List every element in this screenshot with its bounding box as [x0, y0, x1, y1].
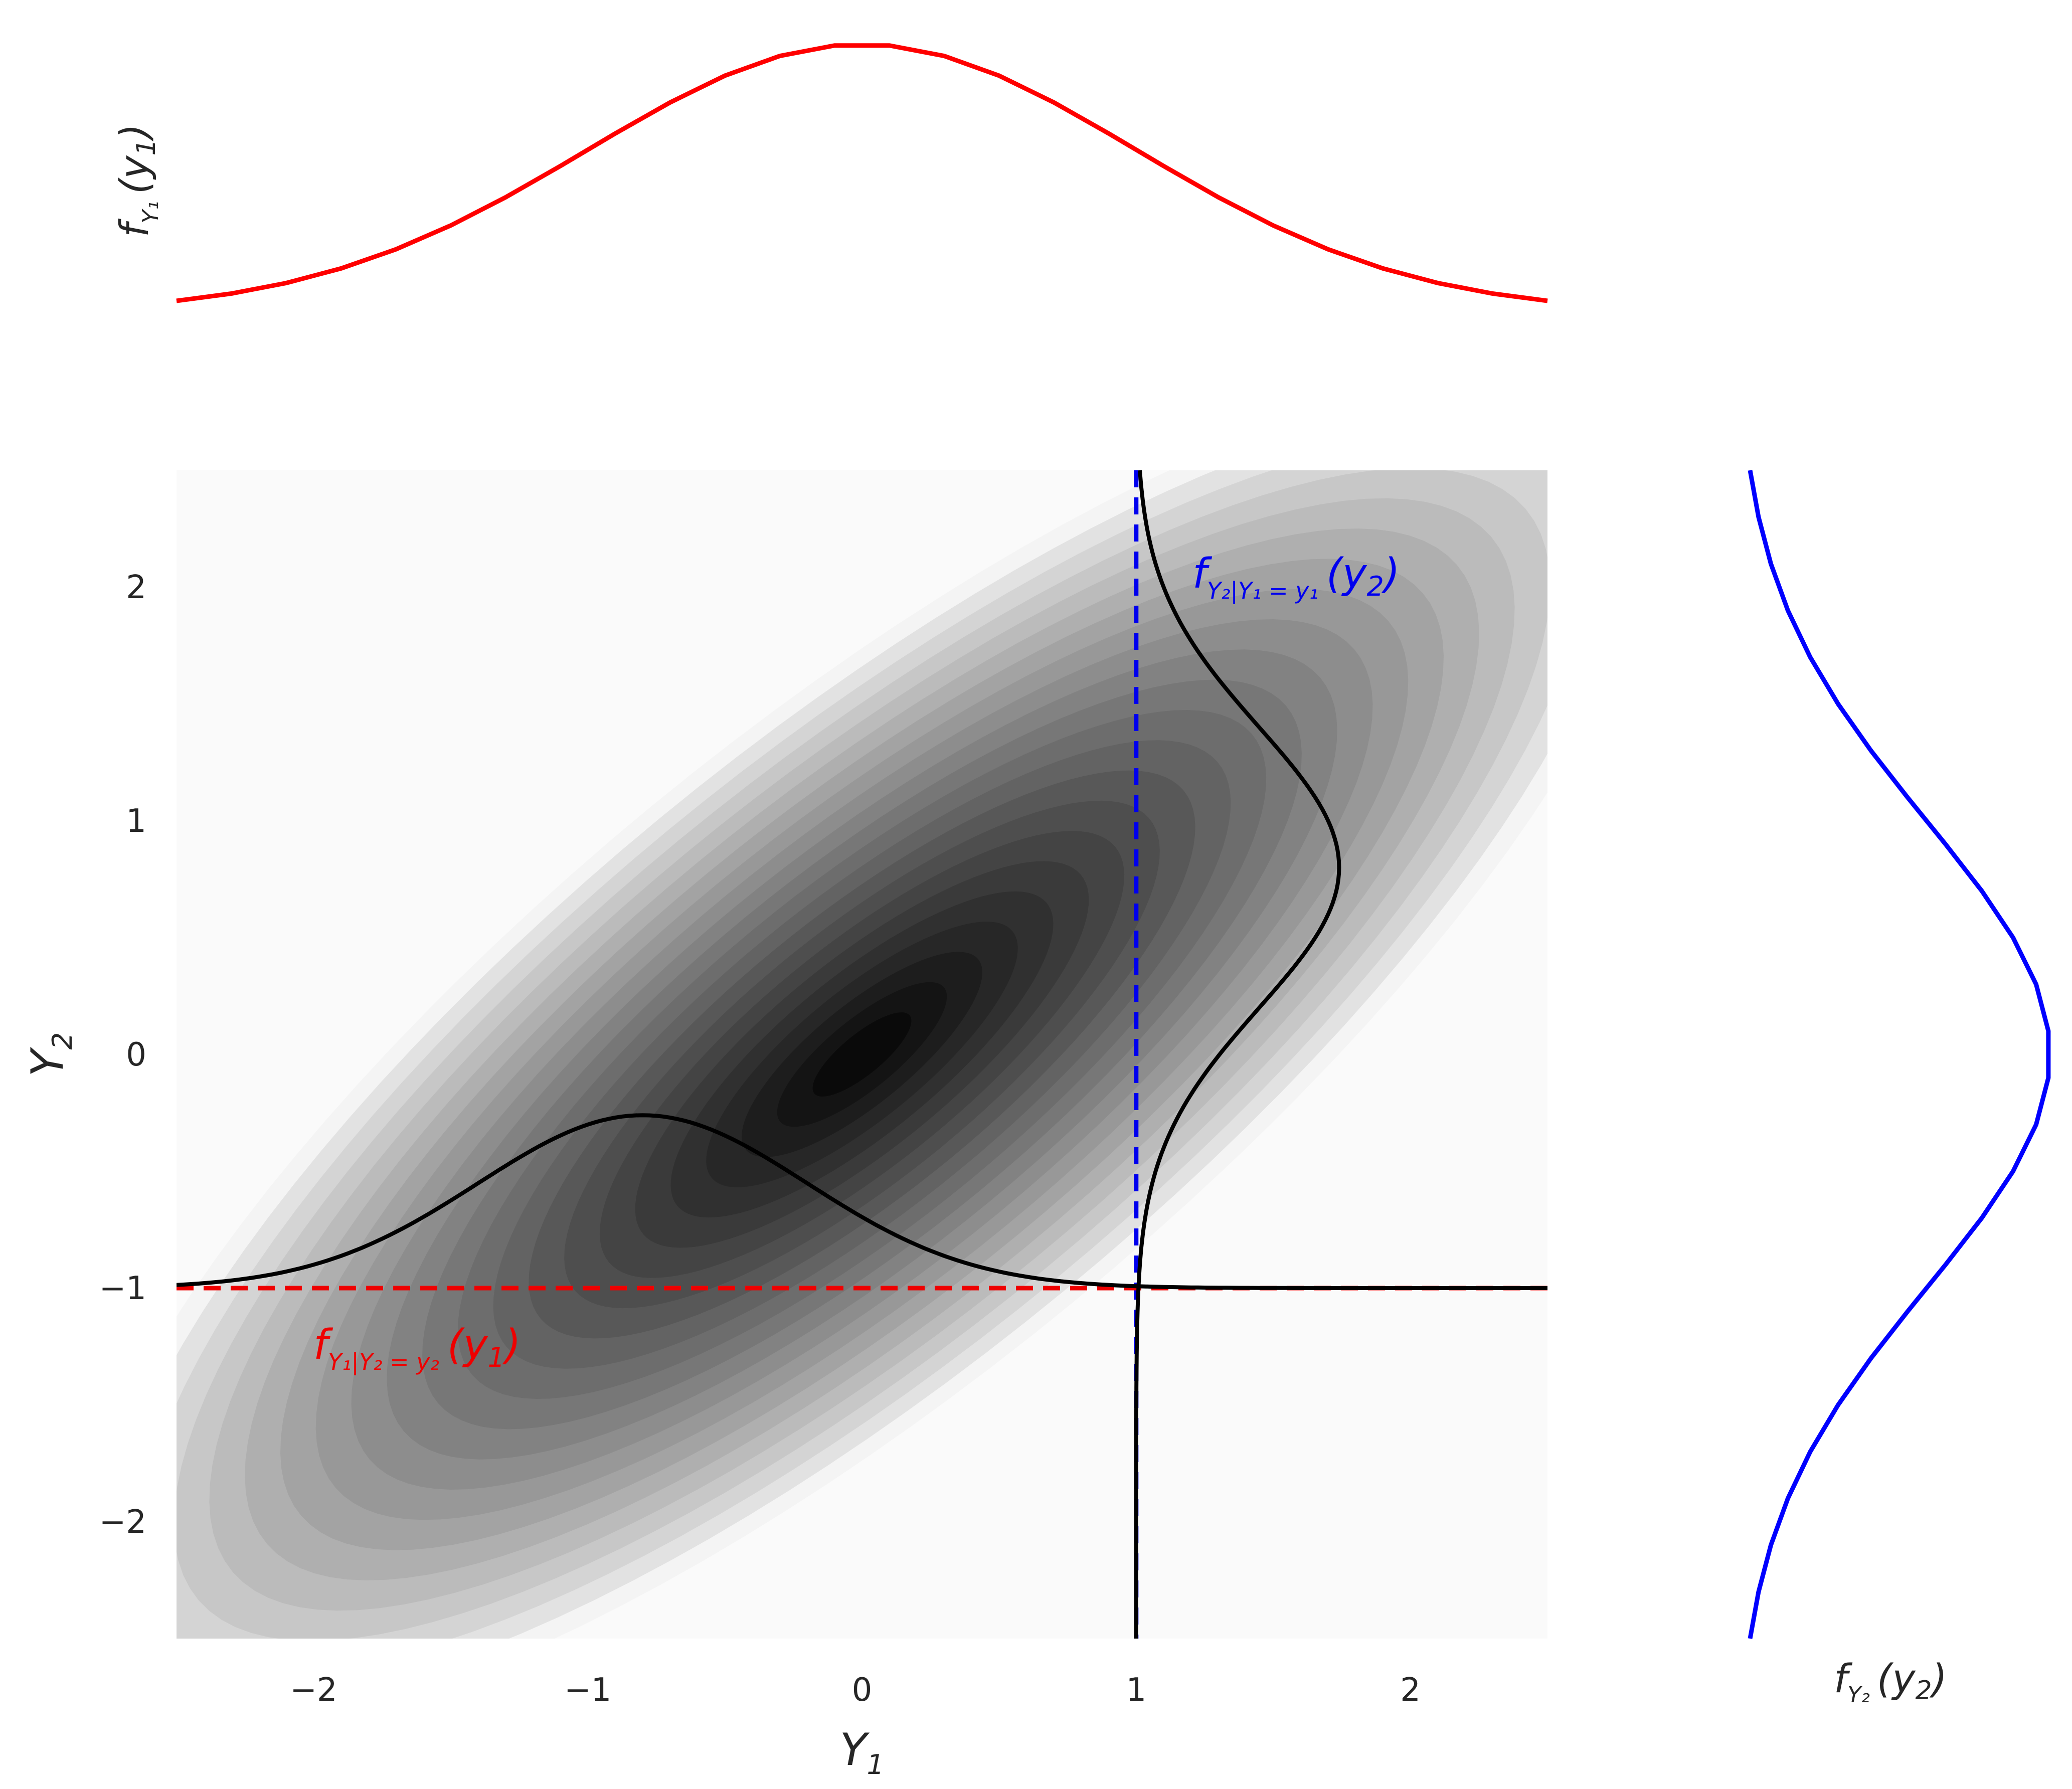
y-tick-label: −1 [99, 1270, 146, 1307]
y-tick-label: 0 [126, 1036, 146, 1074]
marginal-right-plot [1748, 470, 2051, 1639]
marginal-top-plot [176, 43, 1548, 303]
marginal-density-y1 [176, 43, 1548, 303]
conditional-density-y1-given-y2 [177, 1113, 1547, 1290]
y-tick-label: 2 [126, 569, 146, 606]
x-tick-label: 1 [1126, 1672, 1146, 1709]
y-tick-label: −2 [99, 1504, 146, 1541]
marginal-density-y2 [1748, 470, 2051, 1639]
conditional-density-y2-given-y1 [1134, 470, 1341, 1639]
marginal-right-label: fY₂ (y2) [1834, 1657, 1947, 1708]
y-tick-label: 1 [126, 803, 146, 840]
y-axis-label: Y2 [22, 1032, 78, 1077]
conditional-overlays [177, 470, 1547, 1639]
x-tick-label: 0 [852, 1672, 873, 1709]
x-tick-label: 2 [1400, 1672, 1421, 1709]
x-tick-label: −2 [290, 1672, 337, 1709]
x-tick-label: −1 [564, 1672, 611, 1709]
axis-ticks: −2 −1 0 1 2 −2 −1 0 1 2 [99, 569, 1421, 1709]
density-contours [177, 470, 1547, 1639]
contour-level-21 [812, 1012, 912, 1097]
annotation-conditional-y1: fY₁|Y₂ = y₂ (y1) [313, 1321, 521, 1376]
marginal-top-label: fY₁(y1) [112, 124, 163, 237]
x-axis-label: Y1 [840, 1724, 884, 1780]
